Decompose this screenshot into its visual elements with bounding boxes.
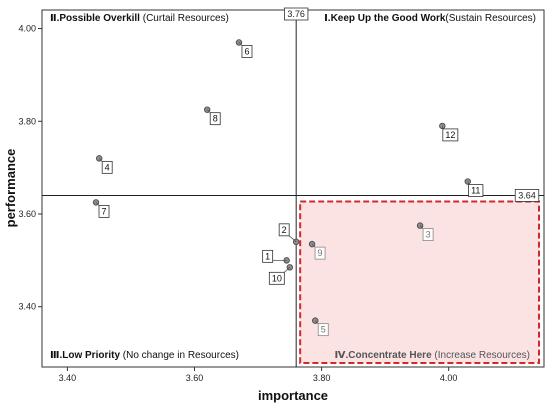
data-point-label: 11 <box>471 186 480 196</box>
data-point-leader <box>98 158 103 162</box>
importance-mean-label: 3.76 <box>287 9 305 19</box>
quadrant-label-iv: Ⅳ.Concentrate Here (Increase Resources) <box>335 350 531 361</box>
data-point-label-box <box>317 323 329 337</box>
data-point-label: 8 <box>213 114 218 124</box>
data-point-leader <box>419 225 424 229</box>
x-tick-label: 4.00 <box>440 373 458 383</box>
data-point-label-box <box>442 128 459 142</box>
data-point-leader <box>95 202 100 206</box>
y-tick-label: 3.60 <box>18 209 36 219</box>
data-point-label: 6 <box>244 46 249 56</box>
data-point-label: 3 <box>426 230 431 240</box>
data-point-label-box <box>209 112 221 126</box>
x-tick-label: 3.40 <box>59 373 77 383</box>
importance-mean-label-box <box>284 7 309 21</box>
data-point-label: 9 <box>318 248 323 258</box>
x-axis-title: importance <box>258 388 328 403</box>
data-point-leader <box>284 267 291 273</box>
performance-mean-label-box <box>514 189 540 202</box>
data-point-label-box <box>241 45 253 58</box>
data-point-leader <box>206 109 211 113</box>
y-tick-label: 4.00 <box>18 24 36 34</box>
data-point-label: 12 <box>445 130 455 140</box>
data-point-label-box <box>101 160 113 174</box>
data-point-leader <box>288 235 297 243</box>
data-point-label-box <box>278 223 290 237</box>
data-point-leader <box>311 243 316 248</box>
data-point-label-box <box>268 271 285 285</box>
data-point-label: 1 <box>265 251 270 261</box>
quadrant-label-iii: Ⅲ.Low Priority (No change in Resources) <box>50 350 239 361</box>
data-point-label: 10 <box>272 273 282 283</box>
y-tick-label: 3.40 <box>18 302 36 312</box>
data-point-label-box <box>262 249 274 263</box>
performance-mean-label: 3.64 <box>518 190 536 200</box>
data-point-leader <box>238 42 243 46</box>
x-tick-label: 3.60 <box>186 373 204 383</box>
y-axis-title: performance <box>3 149 18 228</box>
data-point-leader <box>314 320 319 324</box>
quadrant-label-i: Ⅰ.Keep Up the Good Work(Sustain Resource… <box>324 13 536 24</box>
data-point-label-box <box>422 228 434 241</box>
data-point-label-box <box>314 246 326 260</box>
data-point-label-box <box>468 184 484 197</box>
data-point-label: 4 <box>105 162 110 172</box>
data-point-label: 2 <box>282 225 287 235</box>
data-point-label-box <box>98 205 110 218</box>
data-point-label: 5 <box>321 325 326 335</box>
data-point-leader <box>467 181 469 185</box>
data-point-label: 7 <box>102 206 107 216</box>
quadrant-label-ii: Ⅱ.Possible Overkill (Curtail Resources) <box>50 13 229 24</box>
y-tick-label: 3.80 <box>18 116 36 126</box>
x-tick-label: 3.80 <box>313 373 331 383</box>
